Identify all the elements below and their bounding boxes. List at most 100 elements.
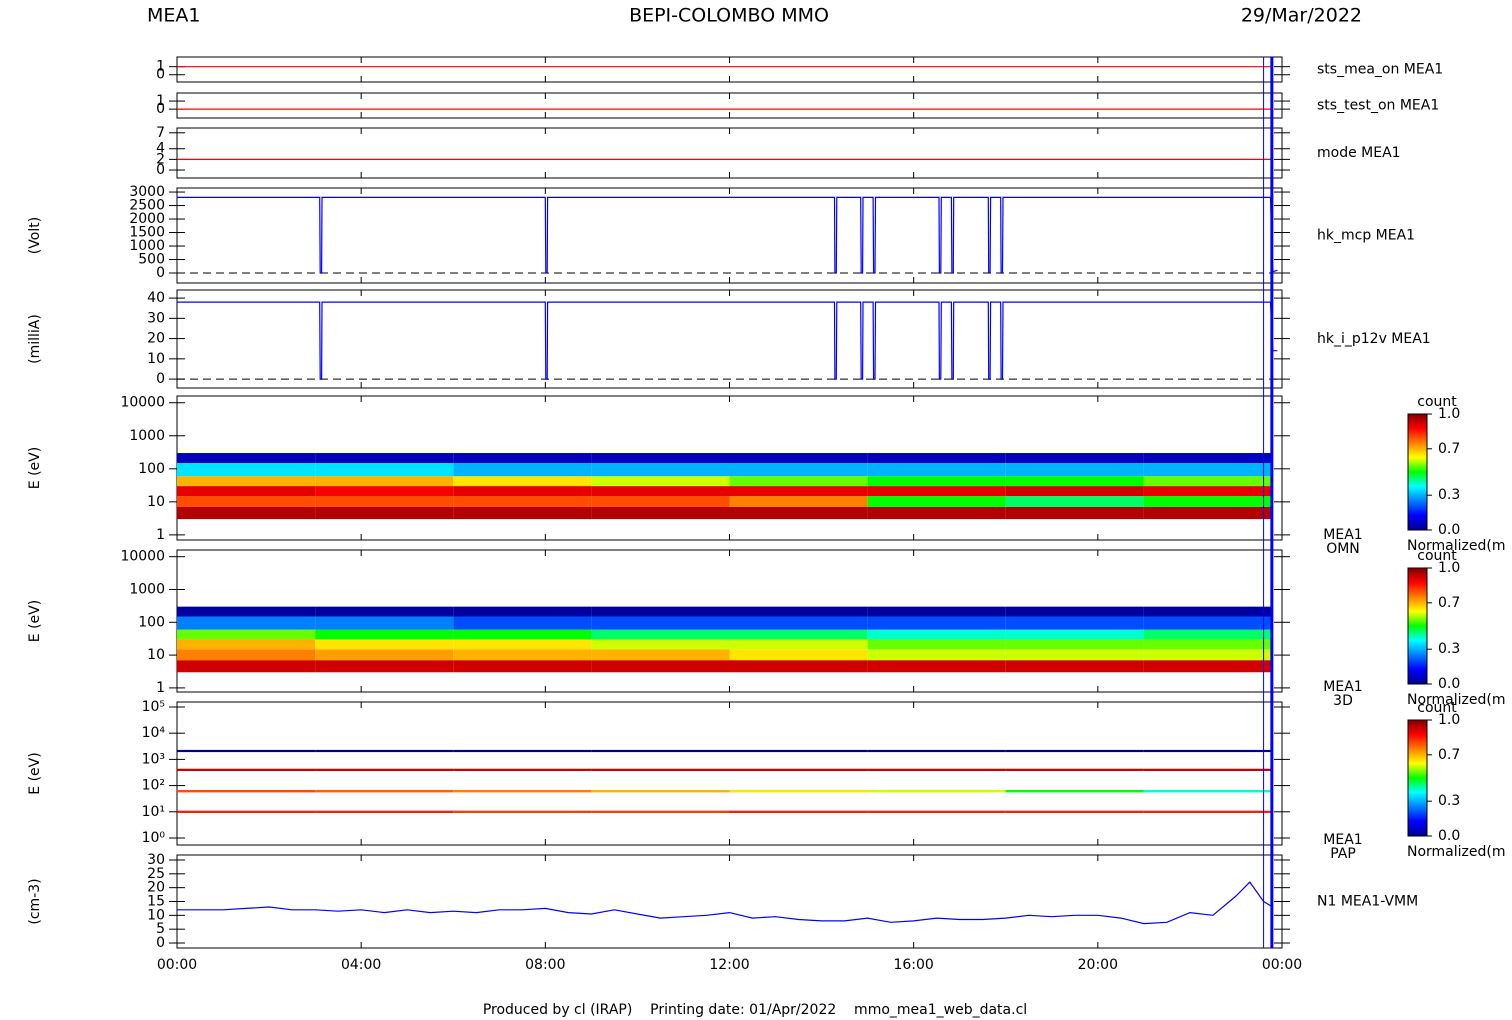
heatmap-cell <box>1005 476 1144 487</box>
panel-label: 3D <box>1333 693 1353 709</box>
y-axis-label: (Volt) <box>27 217 43 254</box>
y-tick-label: 0 <box>156 67 165 83</box>
colorbar-tick-label: 1.0 <box>1438 712 1460 728</box>
y-tick-label: 30 <box>147 310 165 326</box>
heatmap-cell <box>453 749 592 753</box>
panel-frame <box>176 187 1283 284</box>
panel-frame <box>176 701 1283 846</box>
panel-frame <box>176 289 1283 389</box>
colorbar-title: count <box>1417 700 1457 716</box>
heatmap-cell <box>1005 629 1144 640</box>
colorbar-tick-label: 0.0 <box>1438 522 1460 538</box>
heatmap-cell <box>591 810 730 813</box>
heatmap-cell <box>729 749 868 753</box>
y-tick-label: 100 <box>138 461 165 477</box>
heatmap-cell <box>729 606 868 617</box>
heatmap-cell <box>453 486 592 497</box>
colorbar-title: count <box>1417 394 1457 410</box>
heatmap-cell <box>1005 616 1144 630</box>
heatmap-cell <box>1143 639 1272 650</box>
panel-label: PAP <box>1330 846 1356 862</box>
footer: Produced by cl (IRAP) Printing date: 01/… <box>483 1002 1027 1018</box>
heatmap-cell <box>867 453 1006 463</box>
y-tick-label: 10⁵ <box>142 699 165 715</box>
heatmap-cell <box>867 486 1006 497</box>
heatmap-cell <box>1005 789 1144 793</box>
colorbar <box>1407 719 1428 837</box>
y-tick-label: 30 <box>147 852 165 868</box>
heatmap-cell <box>591 506 730 520</box>
heatmap-cell <box>315 749 454 753</box>
y-tick-label: 0 <box>156 371 165 387</box>
heatmap-cell <box>177 629 316 640</box>
heatmap-cell <box>453 616 592 630</box>
heatmap-cell <box>177 616 316 630</box>
heatmap-cell <box>867 639 1006 650</box>
header-left: MEA1 <box>147 5 200 27</box>
heatmap-cell <box>729 486 868 497</box>
y-tick-label: 10000 <box>120 395 165 411</box>
series-label: hk_mcp MEA1 <box>1317 228 1415 244</box>
heatmap-cell <box>177 486 316 497</box>
heatmap-cell <box>453 462 592 477</box>
heatmap-cell <box>867 616 1006 630</box>
heatmap-cell <box>315 649 454 661</box>
colorbar-tick-label: 0.7 <box>1438 747 1460 763</box>
heatmap-cell <box>729 639 868 650</box>
heatmap-cell <box>315 462 454 477</box>
heatmap-cell <box>315 476 454 487</box>
y-tick-label: 15 <box>147 894 165 910</box>
heatmap-cell <box>1143 606 1272 617</box>
series-label: sts_test_on MEA1 <box>1317 98 1439 114</box>
y-tick-label: 10⁴ <box>142 725 166 741</box>
heatmap-cell <box>867 789 1006 793</box>
y-tick-label: 0 <box>156 265 165 281</box>
y-axis-label: (cm-3) <box>27 878 43 924</box>
colorbar-label: Normalized(m <box>1407 844 1506 860</box>
series-label: mode MEA1 <box>1317 145 1401 161</box>
line-series <box>177 196 1278 274</box>
heatmap-cell <box>867 462 1006 477</box>
heatmap-cell <box>453 649 592 661</box>
heatmap-cell <box>1005 749 1144 753</box>
y-axis-label: E (eV) <box>27 752 43 794</box>
y-tick-label: 7 <box>156 125 165 141</box>
heatmap-cell <box>729 660 868 673</box>
header-date: 29/Mar/2022 <box>1241 5 1362 27</box>
heatmap-cell <box>591 629 730 640</box>
heatmap-cell <box>177 660 316 673</box>
heatmap-cell <box>591 476 730 487</box>
heatmap-cell <box>729 496 868 507</box>
heatmap-cell <box>867 629 1006 640</box>
heatmap-cell <box>177 606 316 617</box>
heatmap-cell <box>729 453 868 463</box>
heatmap-cell <box>729 789 868 793</box>
heatmap-cell <box>867 476 1006 487</box>
colorbar-tick-label: 1.0 <box>1438 406 1460 422</box>
heatmap-cell <box>1143 496 1272 507</box>
y-tick-label: 10² <box>142 778 165 794</box>
colorbar-label: Normalized(m <box>1407 538 1506 554</box>
y-tick-label: 10000 <box>120 549 165 565</box>
heatmap-cell <box>1005 462 1144 477</box>
panel-frame <box>176 854 1283 949</box>
heatmap-cell <box>591 462 730 477</box>
heatmap-cell <box>1143 453 1272 463</box>
heatmap-cell <box>1005 649 1144 661</box>
y-tick-label: 10³ <box>142 751 165 767</box>
x-tick-label: 08:00 <box>525 957 565 973</box>
heatmap-cell <box>867 768 1006 772</box>
heatmap-cell <box>1005 496 1144 507</box>
y-tick-label: 10 <box>147 907 165 923</box>
y-axis-label: E (eV) <box>27 447 43 489</box>
heatmap-cell <box>315 486 454 497</box>
heatmap-cell <box>729 810 868 813</box>
heatmap-cell <box>867 649 1006 661</box>
heatmap-cell <box>315 789 454 793</box>
heatmap-cell <box>453 789 592 793</box>
x-tick-label: 16:00 <box>893 957 933 973</box>
y-tick-label: 1000 <box>129 428 165 444</box>
x-tick-label: 20:00 <box>1078 957 1118 973</box>
heatmap-cell <box>1005 453 1144 463</box>
